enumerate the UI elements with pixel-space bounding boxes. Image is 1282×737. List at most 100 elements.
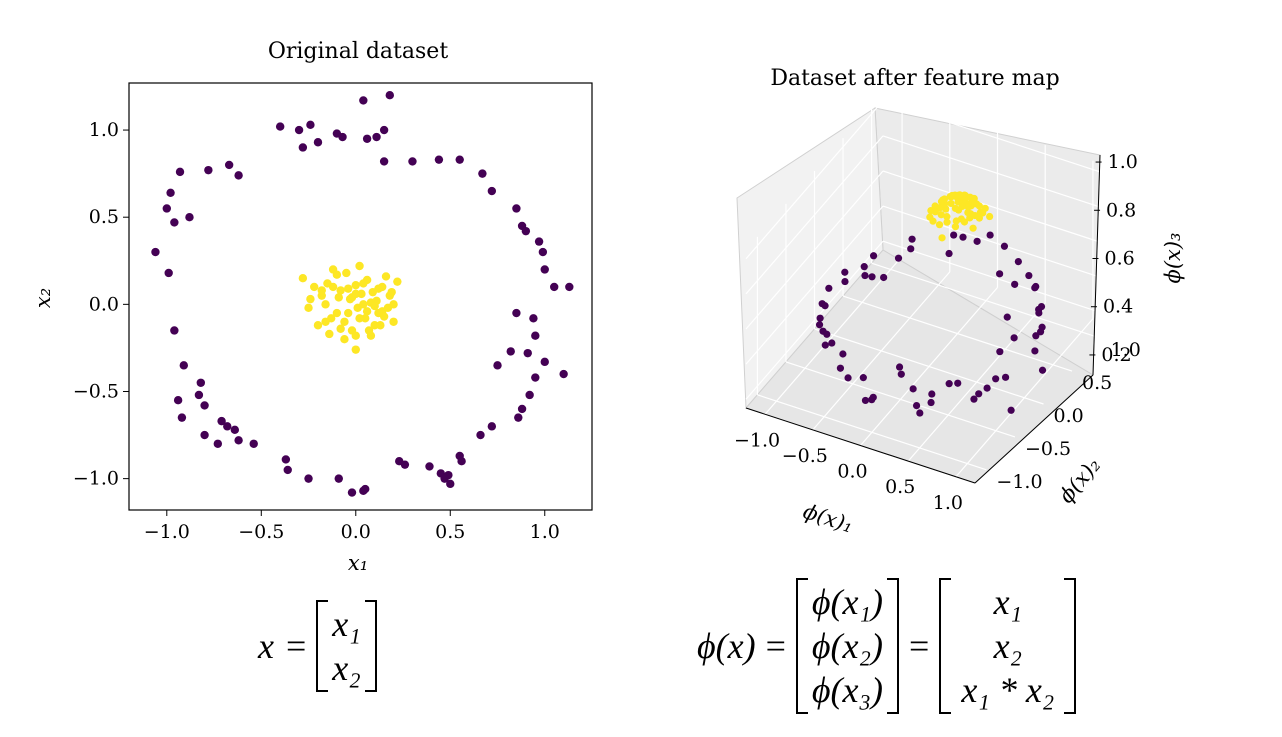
outer-ring-point-3d: [841, 277, 849, 286]
outer-ring-point-3d: [1031, 284, 1039, 292]
outer-ring-point: [185, 213, 194, 222]
outer-ring-point-3d: [975, 390, 983, 398]
inner-cluster-point-3d: [943, 218, 951, 226]
outer-ring-point: [559, 369, 568, 379]
component-matrix: x₁ x₂ x₁ * x₂: [939, 578, 1077, 714]
inner-cluster-point-3d: [969, 224, 977, 232]
matrix-cell: x₁: [993, 582, 1023, 622]
inner-cluster-point: [344, 284, 353, 293]
outer-ring-point: [234, 171, 243, 180]
outer-ring-point-3d: [907, 245, 915, 253]
outer-ring-point: [534, 237, 544, 246]
x-tick-label: 0.5: [435, 521, 465, 543]
outer-ring-point: [538, 247, 548, 257]
inner-cluster-point: [389, 317, 398, 326]
outer-ring-point: [164, 268, 173, 278]
x-tick-label: −0.5: [782, 445, 828, 467]
inner-cluster-point: [321, 300, 330, 309]
equation-input-vector: x = x₁ x₂: [258, 600, 387, 692]
inner-cluster-point-3d: [975, 214, 983, 222]
outer-ring-point-3d: [909, 385, 917, 393]
outer-ring-point-3d: [859, 374, 867, 382]
equals-sign: =: [285, 626, 307, 666]
outer-ring-point: [177, 413, 187, 422]
outer-ring-point: [249, 439, 258, 448]
y-tick-label: 0.0: [89, 293, 119, 315]
matrix-cell: x₂: [993, 626, 1023, 666]
x-tick-label: 0.0: [837, 461, 867, 483]
y-tick-label: −1.0: [73, 468, 119, 490]
x-tick-label: −0.5: [238, 521, 284, 543]
chart-title: Dataset after feature map: [770, 66, 1059, 91]
x-tick-label: 0.0: [341, 521, 371, 543]
outer-ring-point-3d: [996, 270, 1004, 278]
plot-frame: [128, 82, 593, 511]
equation-lhs: ϕ(x): [697, 626, 756, 666]
outer-ring-point-3d: [880, 273, 888, 282]
inner-cluster-point-3d: [931, 202, 939, 210]
x-axis-ticks: −1.0−0.5 0.0 0.5 1.0: [734, 429, 963, 514]
inner-cluster-point: [332, 308, 342, 318]
inner-cluster-point: [368, 287, 377, 297]
outer-ring-point: [283, 465, 292, 475]
outer-ring-point: [434, 155, 444, 164]
outer-ring-point: [521, 226, 531, 236]
outer-ring-point-3d: [1035, 309, 1043, 317]
outer-ring-point-3d: [970, 395, 978, 403]
outer-ring-point-3d: [954, 379, 962, 387]
y-tick-label: −1.0: [996, 471, 1042, 493]
outer-ring-point-3d: [869, 252, 878, 260]
inner-cluster-point: [342, 268, 351, 278]
outer-ring-point-3d: [1014, 257, 1022, 266]
outer-ring-point: [151, 247, 160, 257]
inner-cluster-point-3d: [940, 195, 949, 203]
outer-ring-point-3d: [836, 364, 845, 372]
y-axis-ticks: −1.0 −0.5 0.0 0.5 1.0: [996, 339, 1140, 493]
outer-ring-point-3d: [916, 409, 924, 417]
outer-ring-point: [298, 143, 308, 152]
z-tick-label: 0.4: [1103, 296, 1133, 318]
inner-cluster-point: [378, 282, 387, 292]
matrix-cell: x₁: [332, 604, 361, 644]
z-axis-ticks: 0.2 0.4 0.6 0.8 1.0: [1089, 151, 1138, 366]
outer-ring-point-3d: [841, 268, 849, 276]
inner-cluster-point-3d: [937, 211, 945, 219]
inner-cluster-point: [359, 300, 368, 309]
outer-ring-point: [540, 357, 549, 367]
outer-ring-point: [362, 134, 372, 143]
inner-cluster-point: [351, 345, 360, 354]
grid-line: [745, 240, 884, 400]
grid-line: [955, 318, 1094, 478]
outer-ring-point: [359, 96, 368, 105]
scatter-points-3d: [815, 191, 1047, 417]
outer-ring-point-3d: [973, 237, 981, 245]
grid-line: [882, 205, 1113, 282]
outer-ring-point-3d: [869, 393, 877, 401]
outer-ring-point: [332, 129, 342, 138]
outer-ring-point: [162, 204, 171, 213]
equation-lhs: x: [258, 626, 274, 666]
inner-cluster-point-3d: [951, 204, 960, 213]
inner-cluster-point-3d: [960, 218, 969, 226]
outer-ring-point-3d: [983, 384, 991, 392]
outer-ring-point-3d: [950, 231, 958, 239]
inner-cluster-point-3d: [964, 208, 972, 217]
grid-line: [745, 205, 884, 365]
x-tick-label: −1.0: [734, 429, 780, 451]
outer-ring-point-3d: [895, 363, 904, 371]
inner-cluster-point: [306, 294, 315, 304]
grid-line: [882, 100, 1113, 177]
outer-ring-point-3d: [912, 402, 921, 410]
inner-cluster-point-3d: [975, 202, 983, 210]
outer-ring-point: [379, 125, 389, 135]
outer-ring-point: [200, 401, 209, 410]
outer-ring-point: [506, 347, 515, 356]
y-axis-ticks: 1.0 0.5 0.0 −0.5 −1.0: [73, 119, 129, 490]
inner-cluster-point: [344, 308, 353, 318]
outer-ring-point-3d: [823, 330, 831, 338]
inner-cluster-point: [336, 324, 345, 333]
inner-cluster-point: [351, 280, 360, 290]
outer-ring-point-3d: [815, 321, 824, 329]
inner-cluster-point: [355, 261, 364, 271]
